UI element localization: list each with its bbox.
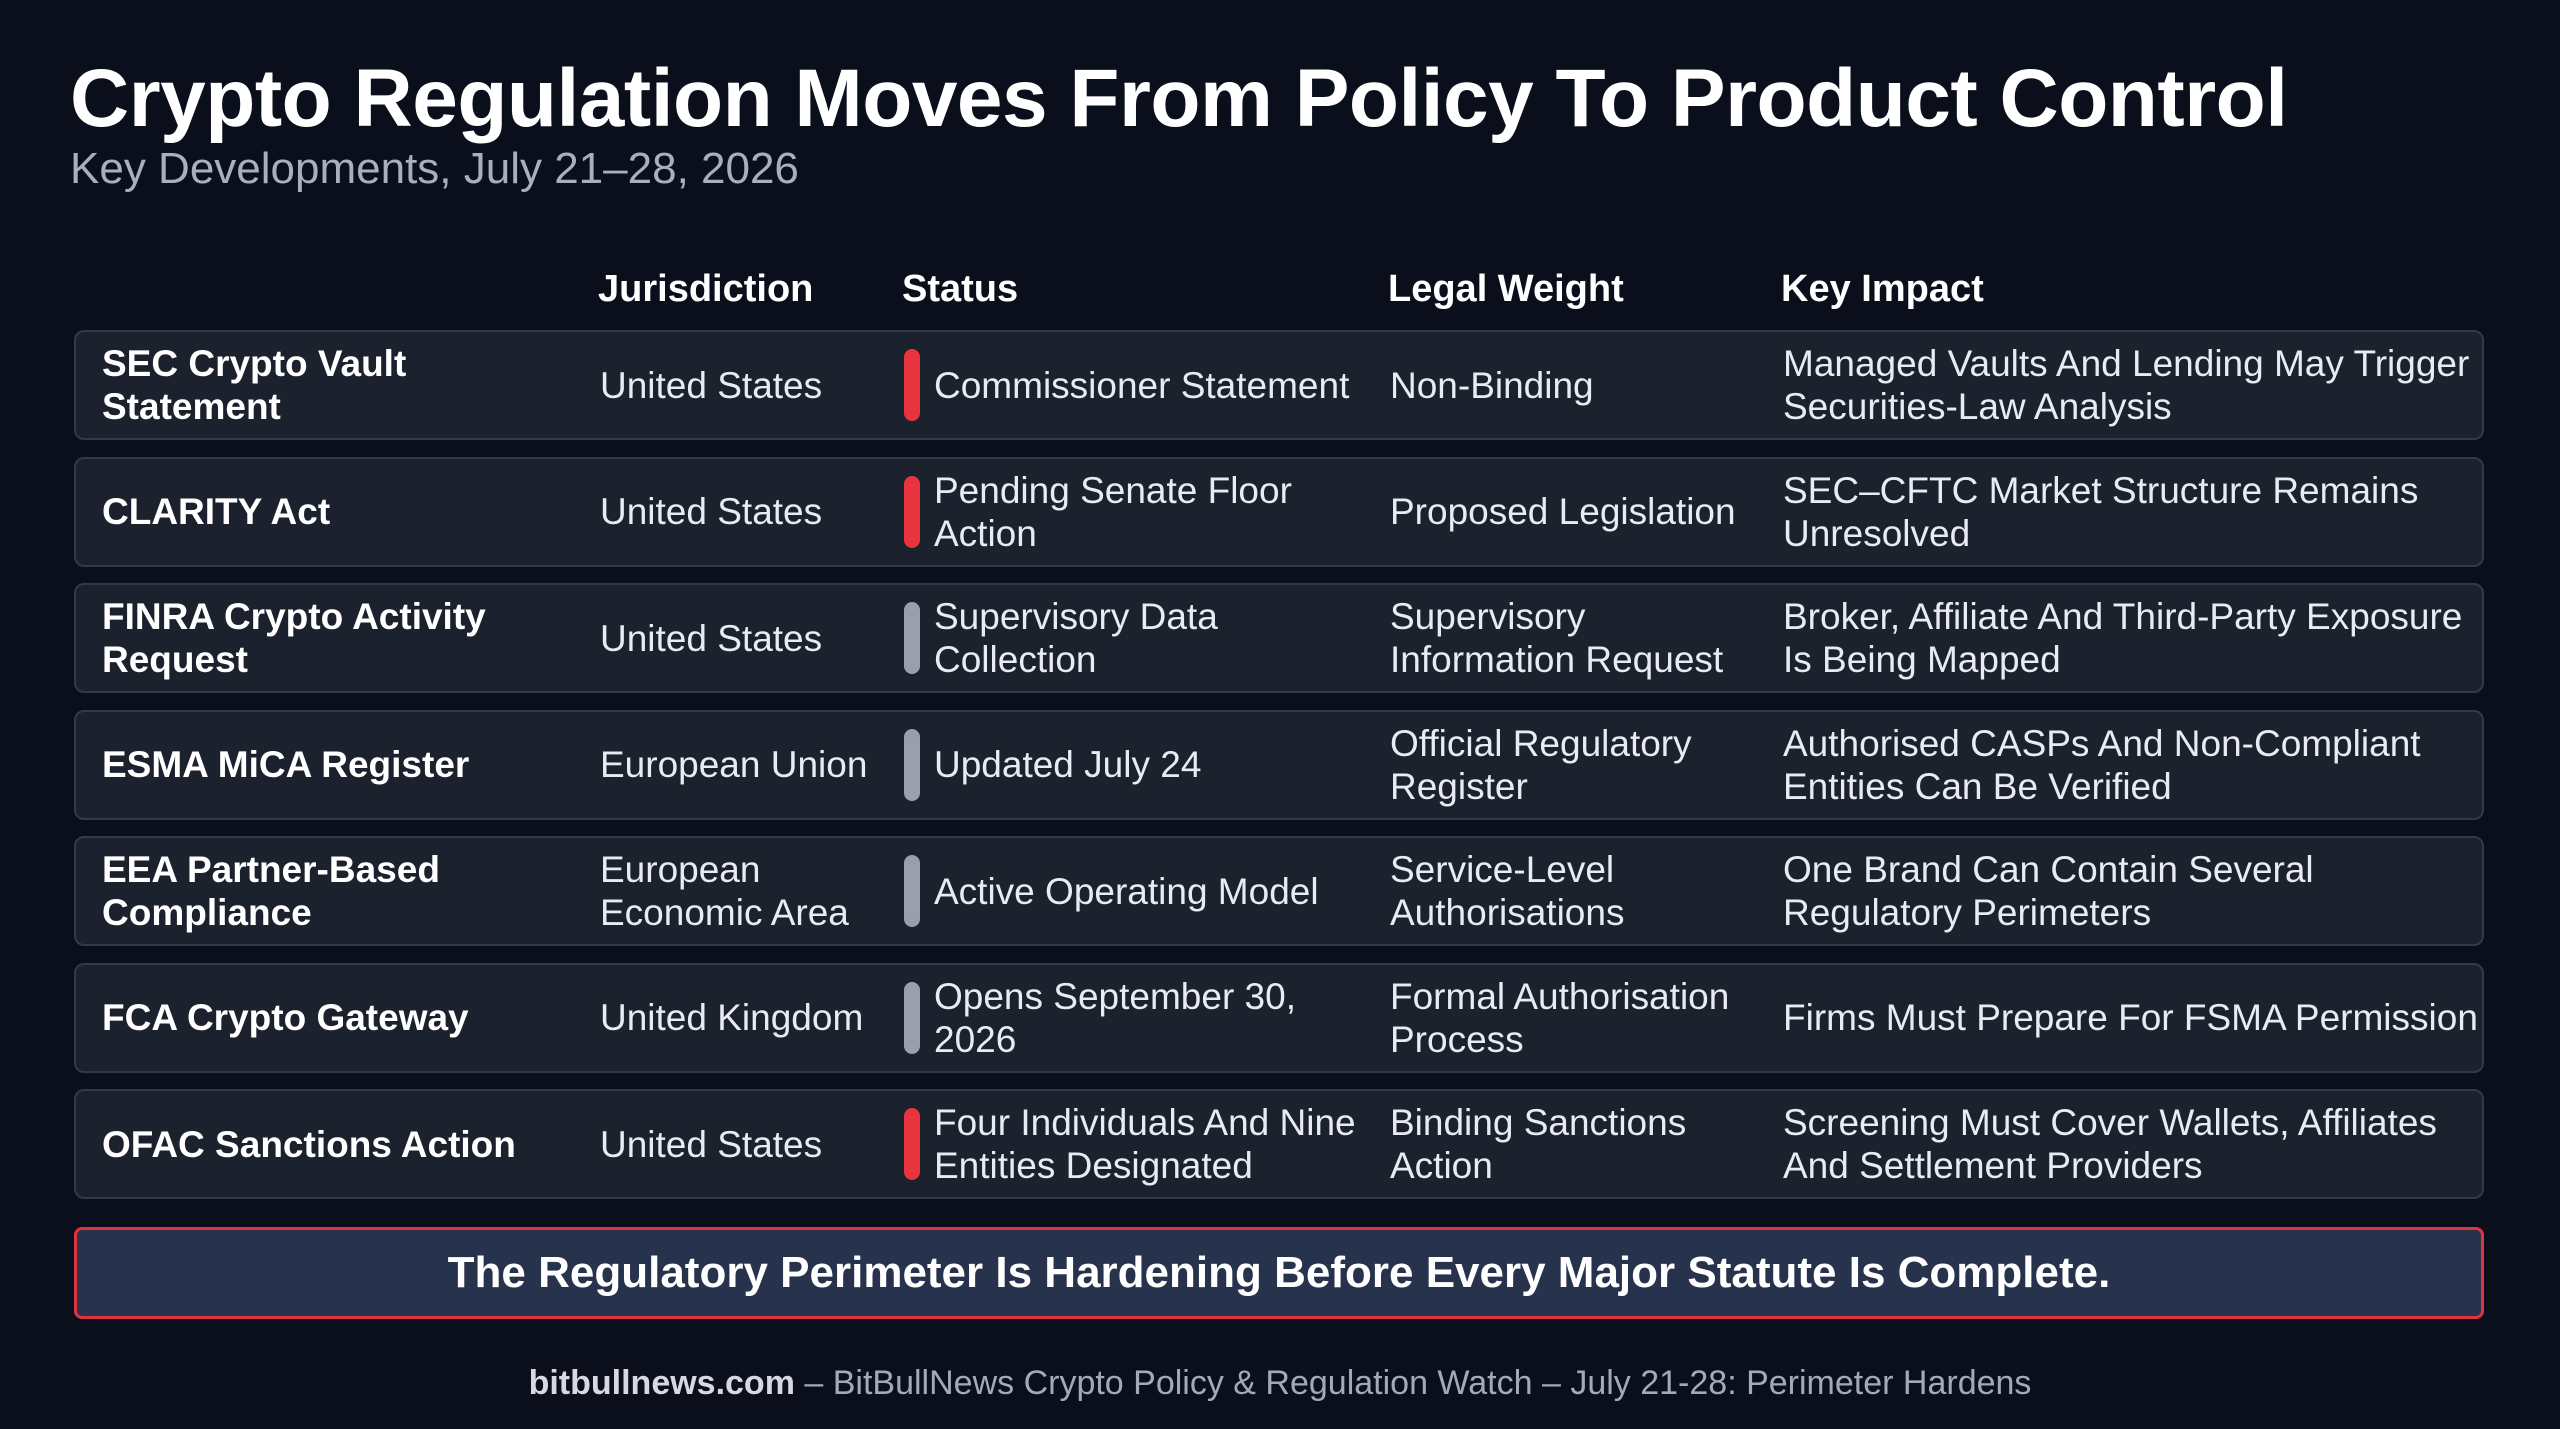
footer: bitbullnews.com – BitBullNews Crypto Pol… (0, 1364, 2560, 1403)
conclusion-banner: The Regulatory Perimeter Is Hardening Be… (74, 1227, 2484, 1319)
row-name: EEA Partner-Based Compliance (102, 849, 440, 933)
row-key-impact: Broker, Affiliate And Third-Party Exposu… (1783, 596, 2463, 680)
status-indicator-bar (904, 981, 920, 1054)
row-jurisdiction: United Kingdom (600, 997, 864, 1038)
row-jurisdiction: United States (600, 364, 823, 406)
table-row: FINRA Crypto Activity Request United Sta… (74, 583, 2484, 693)
row-status: Opens September 30, 2026 (934, 975, 1296, 1060)
row-jurisdiction: United States (600, 491, 823, 532)
table-row: OFAC Sanctions Action United States Four… (74, 1089, 2484, 1199)
row-legal-weight: Non-Binding (1390, 364, 1594, 406)
row-key-impact: Managed Vaults And Lending May Trigger S… (1783, 343, 2470, 427)
status-indicator-bar (904, 855, 920, 927)
row-name: CLARITY Act (102, 491, 331, 532)
status-indicator-bar (904, 475, 920, 548)
row-jurisdiction: United States (600, 1123, 823, 1165)
row-legal-weight: Supervisory Information Request (1390, 596, 1724, 680)
column-header-status: Status (902, 268, 1019, 310)
table-row: EEA Partner-Based Compliance European Ec… (74, 836, 2484, 946)
row-legal-weight: Service-Level Authorisations (1390, 849, 1625, 933)
footer-site[interactable]: bitbullnews.com (528, 1364, 795, 1402)
status-indicator-bar (904, 1108, 920, 1180)
row-name: FCA Crypto Gateway (102, 997, 469, 1038)
table-row: CLARITY Act United States Pending Senate… (74, 456, 2484, 567)
row-name: ESMA MiCA Register (102, 744, 470, 785)
status-indicator-bar (904, 602, 920, 674)
row-key-impact: One Brand Can Contain Several Regulatory… (1783, 849, 2314, 933)
row-jurisdiction: European Union (600, 744, 868, 785)
row-status: Supervisory Data Collection (934, 596, 1218, 680)
row-legal-weight: Proposed Legislation (1390, 491, 1736, 532)
row-legal-weight: Formal Authorisation Process (1390, 975, 1730, 1060)
row-jurisdiction: European Economic Area (600, 849, 849, 933)
row-key-impact: SEC–CFTC Market Structure Remains Unreso… (1783, 469, 2419, 554)
page-title: Crypto Regulation Moves From Policy To P… (70, 53, 2288, 144)
column-header-jurisdiction: Jurisdiction (598, 268, 814, 310)
table-row: SEC Crypto Vault Statement United States… (74, 330, 2484, 440)
row-name: SEC Crypto Vault Statement (102, 343, 407, 427)
status-indicator-bar (904, 728, 920, 801)
column-header-key-impact: Key Impact (1781, 268, 1984, 310)
table-row: ESMA MiCA Register European Union Update… (74, 709, 2484, 820)
row-name: FINRA Crypto Activity Request (102, 596, 486, 680)
row-key-impact: Screening Must Cover Wallets, Affiliates… (1783, 1102, 2437, 1186)
status-indicator-bar (904, 349, 920, 421)
row-status: Pending Senate Floor Action (934, 469, 1292, 554)
row-legal-weight: Official Regulatory Register (1390, 722, 1692, 807)
row-status: Commissioner Statement (934, 364, 1350, 406)
regulation-table: SEC Crypto Vault Statement United States… (74, 330, 2484, 1216)
column-header-legal-weight: Legal Weight (1388, 268, 1624, 310)
table-header: Jurisdiction Status Legal Weight Key Imp… (0, 268, 2560, 320)
row-status: Active Operating Model (934, 870, 1319, 912)
page-subtitle: Key Developments, July 21–28, 2026 (70, 144, 799, 193)
row-key-impact: Firms Must Prepare For FSMA Permission (1783, 997, 2478, 1038)
row-jurisdiction: United States (600, 617, 823, 659)
table-row: FCA Crypto Gateway United Kingdom Opens … (74, 962, 2484, 1073)
row-key-impact: Authorised CASPs And Non-Compliant Entit… (1783, 722, 2421, 807)
row-status: Updated July 24 (934, 744, 1202, 785)
banner-text: The Regulatory Perimeter Is Hardening Be… (447, 1248, 2111, 1297)
row-name: OFAC Sanctions Action (102, 1123, 516, 1165)
row-status: Four Individuals And Nine Entities Desig… (934, 1102, 1356, 1186)
row-legal-weight: Binding Sanctions Action (1390, 1102, 1687, 1186)
footer-text: – BitBullNews Crypto Policy & Regulation… (794, 1364, 2032, 1402)
